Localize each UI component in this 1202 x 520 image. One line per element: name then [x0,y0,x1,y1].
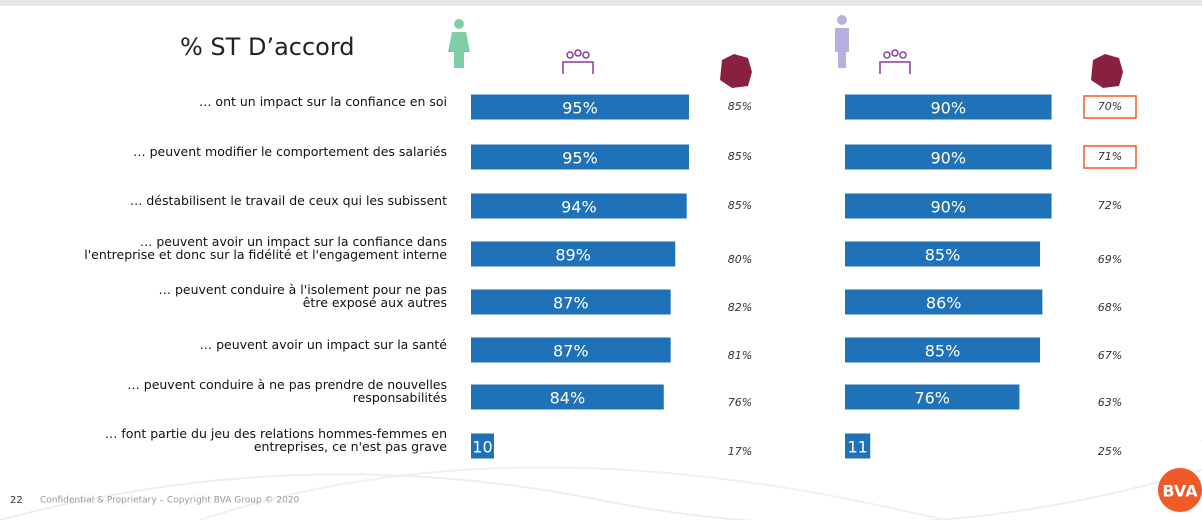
bar [845,289,1043,315]
value-label: 76% [914,389,950,408]
row-label: … peuvent avoir un impact sur la confian… [84,234,447,262]
value-label: 10 [472,438,492,457]
bar [471,94,690,120]
row-label: … font partie du jeu des relations homme… [104,426,447,454]
france-value: 80% [728,253,752,266]
bar [471,433,494,459]
value-label: 11 [847,438,867,457]
row-label: … peuvent avoir un impact sur la santé [199,336,447,352]
highlight-box [1083,145,1137,169]
bar [845,241,1041,267]
male-icon [835,15,849,68]
row-label: … ont un impact sur la confiance en soi [198,93,447,109]
value-label: 84% [550,389,586,408]
bar [845,144,1052,170]
value-label: 89% [555,246,591,265]
title: % ST D’accord [180,33,355,61]
value-label: 87% [553,342,589,361]
france-value: 85% [728,199,752,212]
logo-text: BVA [1162,482,1198,501]
france-value: 76% [728,396,752,409]
france-icon [1091,54,1123,88]
value-label: 85% [925,342,961,361]
value-label: 86% [926,294,962,313]
bar [845,433,871,459]
decor [199,440,1202,520]
france-value: 82% [728,301,752,314]
france-icon [720,54,752,88]
bar [471,384,664,410]
top-band [0,0,1202,6]
france-value: 25% [1098,445,1122,458]
bar [845,193,1052,219]
bar [845,94,1052,120]
value-label: 85% [925,246,961,265]
france-value: 63% [1098,396,1122,409]
value-label: 90% [930,149,966,168]
france-value: 85% [728,150,752,163]
bar [471,193,687,219]
value-label: 94% [561,198,597,217]
decor [0,469,1202,520]
row-label: … déstabilisent le travail de ceux qui l… [129,192,447,208]
row-label: … peuvent conduire à l'isolement pour ne… [158,282,447,310]
value-label: 95% [562,149,598,168]
france-value: 17% [728,445,752,458]
france-value: 69% [1098,253,1122,266]
france-value: 81% [728,349,752,362]
france-value: 71% [1098,150,1122,163]
bar [845,384,1020,410]
france-value: 70% [1098,100,1122,113]
highlight-box [1083,95,1137,119]
row-label: … peuvent modifier le comportement des s… [133,143,447,159]
group-icon [879,49,911,74]
bar [845,337,1041,363]
value-label: 95% [562,99,598,118]
page-number: 22 [10,495,23,506]
france-value: 72% [1098,199,1122,212]
value-label: 90% [930,198,966,217]
footer-text: Confidential & Proprietary – Copyright B… [40,496,300,506]
france-value: 68% [1098,301,1122,314]
group-icon [562,49,594,74]
row-label: … peuvent conduire à ne pas prendre de n… [127,377,447,405]
logo [1158,468,1202,512]
value-label: 87% [553,294,589,313]
bar [471,337,671,363]
france-value: 85% [728,100,752,113]
bar [471,144,690,170]
france-value: 67% [1098,349,1122,362]
bar [471,289,671,315]
value-label: 90% [930,99,966,118]
female-icon [448,19,470,68]
bar [471,241,676,267]
